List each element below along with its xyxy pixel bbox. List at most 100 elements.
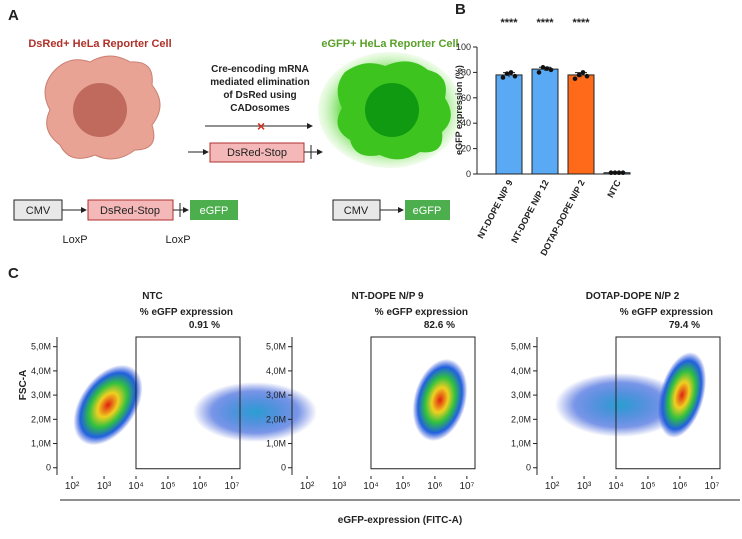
panel-label: A [8, 7, 19, 24]
significance: **** [572, 17, 590, 29]
gate-value: 79.4 % [669, 320, 700, 331]
gate-value: 82.6 % [424, 320, 455, 331]
x-tick-label: 10⁷ [704, 481, 719, 492]
y-tick-label: 1,0M [31, 439, 51, 449]
y-tick-label: 5,0M [31, 342, 51, 352]
x-tick-label: 10² [65, 481, 80, 492]
y-tick-label: 0 [281, 463, 286, 473]
data-point [584, 73, 590, 79]
y-tick-label: 80 [461, 67, 471, 77]
panel-a-art: × [13, 52, 462, 221]
y-tick-label: 5,0M [266, 342, 286, 352]
x-tick-label: 10³ [97, 481, 112, 492]
y-tick-label: 2,0M [266, 414, 286, 424]
significance: **** [500, 17, 518, 29]
data-point [612, 170, 618, 176]
gate [135, 336, 241, 470]
panel-label: B [455, 1, 466, 18]
x-tick-label: NT-DOPE N/P 9 [475, 178, 514, 240]
data-point [572, 76, 578, 82]
data-point [576, 72, 582, 78]
data-point [536, 70, 542, 75]
y-tick-label: 1,0M [266, 439, 286, 449]
y-tick-label: 0 [466, 169, 471, 179]
x-tick-label: 10⁴ [363, 481, 378, 492]
cell-title: eGFP+ HeLa Reporter Cell [321, 38, 458, 50]
arrow-text: CADosomes [230, 103, 290, 114]
data-point [608, 170, 614, 176]
y-tick-label: 3,0M [266, 390, 286, 400]
data-point [508, 70, 514, 75]
x-tick-label: NT-DOPE N/P 12 [509, 178, 551, 244]
gate-label: % eGFP expression [620, 307, 713, 318]
data-point [540, 65, 546, 70]
box-label: eGFP [413, 205, 442, 217]
box-label: DsRed-Stop [227, 147, 287, 159]
data-point [544, 66, 550, 71]
box-label: CMV [26, 205, 51, 217]
data-point [580, 70, 586, 75]
bar [531, 68, 559, 175]
arrow-text: of DsRed using [223, 90, 296, 101]
y-tick-label: 0 [526, 463, 531, 473]
gate-value: 0.91 % [189, 320, 220, 331]
gate [615, 336, 721, 470]
data-point [504, 71, 510, 76]
y-axis-label: FSC-A [18, 370, 29, 401]
y-tick-label: 20 [461, 144, 471, 154]
box-label: DsRed-Stop [100, 205, 160, 217]
loxp-label: LoxP [62, 234, 87, 246]
x-tick-label: 10⁵ [160, 481, 175, 492]
x-tick-label: NTC [605, 178, 623, 199]
y-tick-label: 4,0M [511, 366, 531, 376]
x-axis-label: eGFP-expression (FITC-A) [338, 515, 462, 526]
x-tick-label: 10⁴ [128, 481, 143, 492]
y-tick-label: 3,0M [511, 390, 531, 400]
arrow-text: Cre-encoding mRNA [211, 64, 309, 75]
bar [495, 74, 523, 175]
y-tick-label: 100 [456, 42, 471, 52]
y-tick-label: 1,0M [511, 439, 531, 449]
x-tick-label: 10⁶ [192, 481, 207, 492]
y-tick-label: 5,0M [511, 342, 531, 352]
arrow-text: mediated elimination [210, 77, 309, 88]
x-tick-label: 10⁴ [608, 481, 623, 492]
y-axis-label: eGFP expression (%) [454, 65, 464, 155]
y-tick-label: 2,0M [31, 414, 51, 424]
x-tick-label: 10² [300, 481, 315, 492]
y-tick-label: 4,0M [31, 366, 51, 376]
loxp-label: LoxP [165, 234, 190, 246]
data-point [620, 170, 626, 176]
gate [370, 336, 476, 470]
svg-text:×: × [257, 118, 265, 134]
x-tick-label: 10⁶ [672, 481, 687, 492]
bar [567, 74, 595, 175]
plot-title: NT-DOPE N/P 9 [351, 291, 423, 302]
x-tick-label: 10⁷ [459, 481, 474, 492]
plot-title: DOTAP-DOPE N/P 2 [586, 291, 680, 302]
y-tick-label: 4,0M [266, 366, 286, 376]
x-tick-label: 10⁶ [427, 481, 442, 492]
y-tick-label: 0 [46, 463, 51, 473]
data-point [500, 75, 506, 80]
density-clouds [73, 352, 707, 446]
x-tick-label: 10³ [332, 481, 347, 492]
panel-label: C [8, 265, 19, 282]
box-label: CMV [344, 205, 369, 217]
data-point [616, 170, 622, 176]
x-tick-label: 10³ [577, 481, 592, 492]
data-point [548, 67, 554, 73]
data-point [512, 73, 518, 79]
significance: **** [536, 17, 554, 29]
cell-title: DsRed+ HeLa Reporter Cell [28, 38, 171, 50]
y-tick-label: 3,0M [31, 390, 51, 400]
plot-title: NTC [142, 291, 163, 302]
y-tick-label: 40 [461, 118, 471, 128]
x-tick-label: 10⁷ [224, 481, 239, 492]
y-tick-label: 60 [461, 93, 471, 103]
x-tick-label: 10² [545, 481, 560, 492]
x-tick-label: 10⁵ [640, 481, 655, 492]
x-tick-label: 10⁵ [395, 481, 410, 492]
gate-label: % eGFP expression [375, 307, 468, 318]
